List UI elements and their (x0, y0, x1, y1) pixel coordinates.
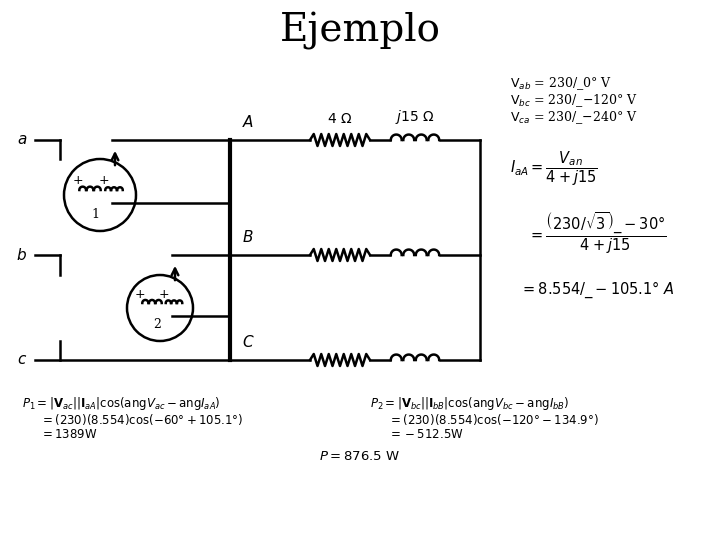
Text: $= 1389\mathrm{W}$: $= 1389\mathrm{W}$ (40, 428, 98, 441)
Text: $= \dfrac{\left(230/\sqrt{3}\right)\_-30°}{4 + j15}$: $= \dfrac{\left(230/\sqrt{3}\right)\_-30… (528, 210, 667, 255)
Text: $\mathrm{V}_{ca}$ = 230/_$-$240° V: $\mathrm{V}_{ca}$ = 230/_$-$240° V (510, 109, 638, 126)
Text: Ejemplo: Ejemplo (279, 12, 441, 50)
Text: $= (230)(8.554)\cos(-60° + 105.1°)$: $= (230)(8.554)\cos(-60° + 105.1°)$ (40, 412, 243, 427)
Text: $A$: $A$ (242, 114, 254, 130)
Text: +: + (135, 288, 145, 301)
Text: $I_{aA} = \dfrac{V_{an}}{4 + j15}$: $I_{aA} = \dfrac{V_{an}}{4 + j15}$ (510, 150, 598, 188)
Text: $4\ \Omega$: $4\ \Omega$ (328, 112, 353, 126)
Text: 1: 1 (91, 208, 99, 221)
Text: $\mathrm{V}_{bc}$ = 230/_$-$120° V: $\mathrm{V}_{bc}$ = 230/_$-$120° V (510, 92, 638, 109)
Text: $= -512.5\mathrm{W}$: $= -512.5\mathrm{W}$ (388, 428, 464, 441)
Text: $\mathrm{V}_{ab}$ = 230/_0° V: $\mathrm{V}_{ab}$ = 230/_0° V (510, 75, 612, 92)
Text: +: + (73, 174, 84, 187)
Text: $j15\ \Omega$: $j15\ \Omega$ (395, 108, 435, 126)
Text: $c$: $c$ (17, 353, 27, 367)
Text: $P = 876.5\ \mathrm{W}$: $P = 876.5\ \mathrm{W}$ (320, 450, 400, 463)
Text: $P_2 = |\mathbf{V}_{bc}||\mathbf{I}_{bB}|\cos(\mathrm{ang}V_{bc} - \mathrm{ang}I: $P_2 = |\mathbf{V}_{bc}||\mathbf{I}_{bB}… (370, 395, 570, 412)
Text: $= (230)(8.554)\cos(-120° - 134.9°)$: $= (230)(8.554)\cos(-120° - 134.9°)$ (388, 412, 599, 427)
Text: +: + (158, 288, 169, 301)
Text: $P_1 = |\mathbf{V}_{ac}||\mathbf{I}_{aA}|\cos(\mathrm{ang}V_{ac} - \mathrm{ang}I: $P_1 = |\mathbf{V}_{ac}||\mathbf{I}_{aA}… (22, 395, 220, 412)
Text: $B$: $B$ (242, 229, 253, 245)
Text: $C$: $C$ (242, 334, 255, 350)
Text: $= 8.554/\_-105.1°\ A$: $= 8.554/\_-105.1°\ A$ (520, 280, 675, 300)
Text: 2: 2 (153, 319, 161, 332)
Text: +: + (99, 174, 109, 187)
Text: $b$: $b$ (16, 247, 27, 263)
Text: $a$: $a$ (17, 133, 27, 147)
